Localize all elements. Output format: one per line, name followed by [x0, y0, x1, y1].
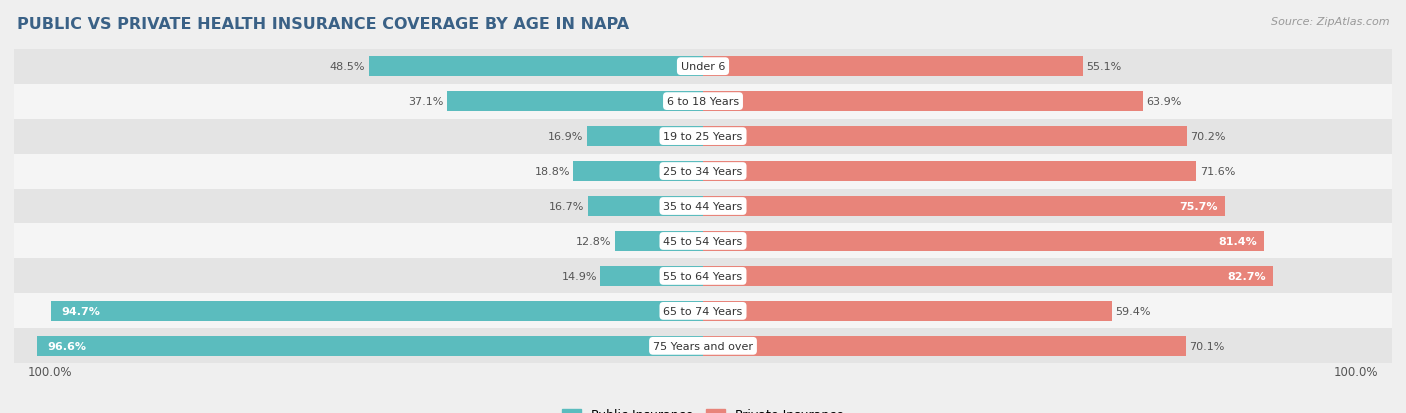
- Text: 14.9%: 14.9%: [561, 271, 598, 281]
- Text: 12.8%: 12.8%: [576, 236, 612, 247]
- Text: Source: ZipAtlas.com: Source: ZipAtlas.com: [1271, 17, 1389, 26]
- Text: 94.7%: 94.7%: [60, 306, 100, 316]
- Text: 37.1%: 37.1%: [409, 97, 444, 107]
- Text: 25 to 34 Years: 25 to 34 Years: [664, 166, 742, 177]
- Text: 71.6%: 71.6%: [1199, 166, 1234, 177]
- Text: 35 to 44 Years: 35 to 44 Years: [664, 202, 742, 211]
- Bar: [14, 294, 1392, 329]
- Bar: [14, 329, 1392, 363]
- Text: 81.4%: 81.4%: [1218, 236, 1257, 247]
- Bar: [14, 259, 1392, 294]
- Text: 63.9%: 63.9%: [1147, 97, 1182, 107]
- Bar: [703, 231, 1264, 252]
- Bar: [614, 231, 703, 252]
- Text: 19 to 25 Years: 19 to 25 Years: [664, 132, 742, 142]
- Text: Under 6: Under 6: [681, 62, 725, 72]
- Text: 75.7%: 75.7%: [1180, 202, 1218, 211]
- Text: 100.0%: 100.0%: [28, 365, 72, 378]
- Text: 16.9%: 16.9%: [548, 132, 583, 142]
- Bar: [703, 336, 1185, 356]
- Text: 55.1%: 55.1%: [1085, 62, 1122, 72]
- Bar: [586, 127, 703, 147]
- Bar: [703, 266, 1272, 286]
- Text: 16.7%: 16.7%: [550, 202, 585, 211]
- Text: 18.8%: 18.8%: [534, 166, 569, 177]
- Text: 55 to 64 Years: 55 to 64 Years: [664, 271, 742, 281]
- Text: 48.5%: 48.5%: [330, 62, 366, 72]
- Bar: [574, 161, 703, 182]
- Text: 45 to 54 Years: 45 to 54 Years: [664, 236, 742, 247]
- Text: 59.4%: 59.4%: [1116, 306, 1152, 316]
- Bar: [703, 92, 1143, 112]
- Text: PUBLIC VS PRIVATE HEALTH INSURANCE COVERAGE BY AGE IN NAPA: PUBLIC VS PRIVATE HEALTH INSURANCE COVER…: [17, 17, 628, 31]
- Bar: [588, 197, 703, 216]
- Text: 6 to 18 Years: 6 to 18 Years: [666, 97, 740, 107]
- Bar: [703, 197, 1225, 216]
- Bar: [447, 92, 703, 112]
- Bar: [14, 189, 1392, 224]
- Bar: [14, 84, 1392, 119]
- Bar: [14, 50, 1392, 84]
- Text: 75 Years and over: 75 Years and over: [652, 341, 754, 351]
- Text: 65 to 74 Years: 65 to 74 Years: [664, 306, 742, 316]
- Bar: [14, 119, 1392, 154]
- Text: 96.6%: 96.6%: [48, 341, 87, 351]
- Bar: [600, 266, 703, 286]
- Bar: [703, 57, 1083, 77]
- Bar: [51, 301, 703, 321]
- Text: 82.7%: 82.7%: [1227, 271, 1265, 281]
- Text: 100.0%: 100.0%: [1334, 365, 1378, 378]
- Bar: [703, 127, 1187, 147]
- Text: 70.1%: 70.1%: [1189, 341, 1225, 351]
- Bar: [703, 301, 1112, 321]
- Legend: Public Insurance, Private Insurance: Public Insurance, Private Insurance: [557, 404, 849, 413]
- Text: 70.2%: 70.2%: [1189, 132, 1226, 142]
- Bar: [38, 336, 703, 356]
- Bar: [14, 224, 1392, 259]
- Bar: [703, 161, 1197, 182]
- Bar: [14, 154, 1392, 189]
- Bar: [368, 57, 703, 77]
